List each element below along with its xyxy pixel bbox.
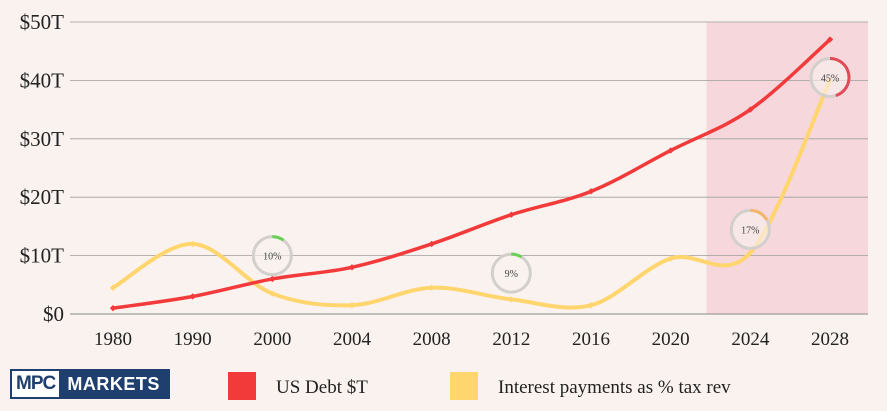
y-tick-0: $0 [43, 302, 64, 326]
series-line-interest [111, 78, 832, 310]
annotation-2000-arc [272, 235, 285, 242]
annotation-2000-label: 10% [263, 252, 281, 263]
x-tick-2004: 2004 [333, 329, 372, 350]
point-interest-2016 [587, 302, 595, 309]
y-tick-20t: $20T [20, 185, 65, 209]
y-tick-30t: $30T [20, 127, 65, 151]
series-line-us-debt [111, 37, 832, 310]
point-us-debt-2016 [587, 188, 595, 195]
y-tick-50t: $50T [20, 10, 65, 34]
point-us-debt-1990 [189, 293, 196, 300]
logo-mpc: MPC [16, 373, 56, 394]
y-tick-40t: $40T [20, 68, 65, 92]
point-interest-2012 [508, 296, 515, 303]
x-tick-2008: 2008 [413, 329, 451, 350]
mpc-markets-logo: MPC MARKETS [10, 369, 170, 399]
point-us-debt-1980 [109, 304, 117, 312]
legend-swatch-us-debt [228, 372, 256, 400]
x-tick-1980: 1980 [94, 329, 132, 350]
annotation-2024-label: 17% [741, 225, 759, 236]
x-tick-2016: 2016 [572, 329, 610, 350]
legend-swatch-interest [450, 372, 478, 400]
point-interest-2024 [747, 249, 754, 256]
annotation-2024: 17% [729, 208, 771, 250]
x-tick-2012: 2012 [492, 329, 530, 350]
annotation-2012-label: 9% [505, 269, 518, 280]
grid-lines [70, 21, 868, 315]
point-us-debt-2028 [826, 36, 834, 43]
annotation-2012-arc [511, 252, 523, 259]
x-axis: 1980 1990 2000 2004 2008 2012 2016 2020 2024 2028 [94, 329, 849, 350]
point-interest-2008 [428, 284, 435, 291]
y-tick-10t: $10T [20, 244, 65, 268]
point-interest-1980 [109, 284, 117, 291]
point-us-debt-2012 [508, 211, 515, 218]
annotation-2028-arc [829, 56, 851, 97]
logo-markets: MARKETS [59, 371, 168, 397]
x-tick-1990: 1990 [174, 329, 212, 350]
x-tick-2020: 2020 [652, 329, 690, 350]
point-us-debt-2020 [667, 147, 674, 154]
point-us-debt-2008 [428, 240, 435, 248]
series-lines [109, 36, 834, 312]
point-interest-1990 [189, 240, 196, 248]
point-interest-2020 [667, 255, 674, 262]
legend-label-us-debt: US Debt $T [276, 377, 368, 398]
point-us-debt-2000 [269, 275, 276, 283]
annotation-2000: 10% [251, 235, 293, 277]
point-interest-2004 [348, 302, 356, 309]
y-axis: $0 $10T $20T $30T $40T $50T [20, 10, 65, 326]
point-us-debt-2024 [747, 106, 754, 113]
annotation-2028-label: 45% [821, 73, 839, 84]
point-us-debt-2004 [348, 264, 356, 271]
x-tick-2028: 2028 [811, 329, 849, 350]
legend-label-interest: Interest payments as % tax rev [498, 377, 731, 398]
point-interest-2000 [269, 290, 276, 297]
annotations: 10% 9% 17% 45% [251, 56, 851, 294]
x-tick-2024: 2024 [731, 329, 770, 350]
annotation-2012: 9% [490, 252, 532, 294]
annotation-2028: 45% [809, 56, 851, 98]
legend: US Debt $T Interest payments as % tax re… [228, 372, 731, 400]
x-tick-2000: 2000 [253, 329, 291, 350]
annotation-2024-arc [750, 208, 769, 221]
